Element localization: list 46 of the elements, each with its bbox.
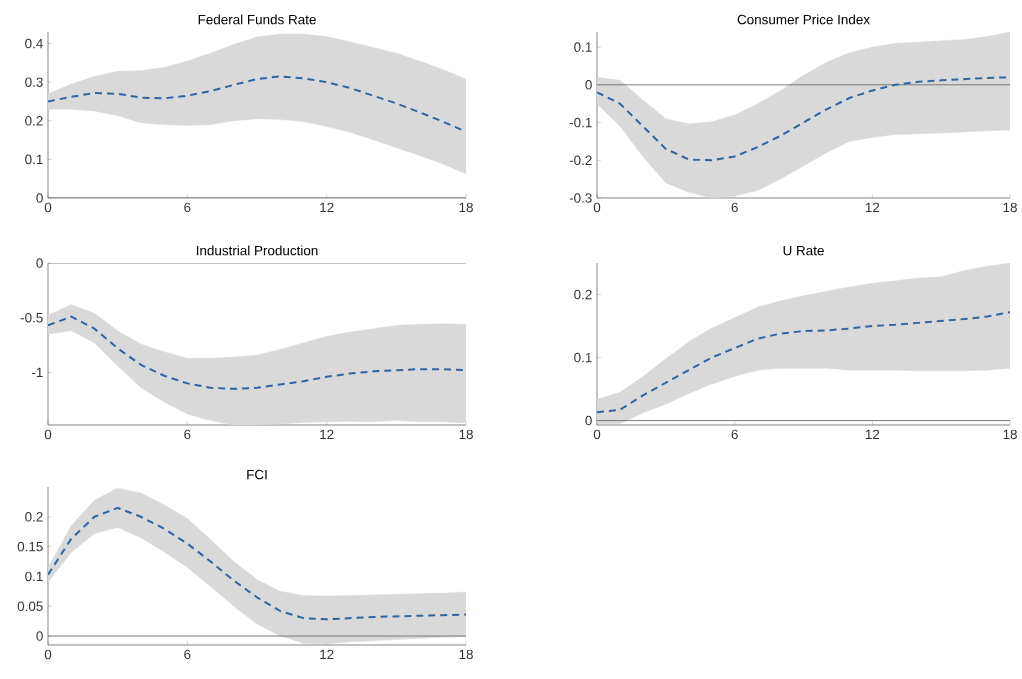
y-tick-label: -1 <box>31 367 43 378</box>
x-tick-label: 12 <box>320 429 334 440</box>
x-tick-label: 0 <box>593 202 601 213</box>
x-tick-label: 12 <box>320 649 334 660</box>
y-tick-label: 0.4 <box>25 38 43 49</box>
x-tick-label: 18 <box>1003 202 1017 213</box>
y-tick-label: 0 <box>36 193 43 203</box>
y-tick-label: 0.1 <box>25 154 43 165</box>
y-tick-label: 0 <box>36 631 43 641</box>
x-tick-label: 12 <box>865 202 880 213</box>
x-tick-label: 6 <box>731 429 738 440</box>
x-tick-label: 18 <box>459 429 473 440</box>
y-tick-label: -0.2 <box>569 155 592 166</box>
x-tick-label: 18 <box>459 649 473 660</box>
y-tick-label: 0.15 <box>17 541 43 552</box>
x-tick-label: 0 <box>44 649 52 660</box>
x-tick-label: 12 <box>865 429 880 440</box>
x-tick-label: 0 <box>44 202 52 213</box>
y-tick-label: 0.1 <box>574 42 592 52</box>
x-tick-label: 0 <box>593 429 601 440</box>
x-tick-label: 18 <box>1003 429 1017 440</box>
y-tick-label: 0.2 <box>25 512 43 522</box>
x-tick-label: 6 <box>184 429 191 440</box>
y-tick-label: 0.2 <box>25 116 43 126</box>
x-tick-label: 12 <box>320 202 334 213</box>
chart-title: Consumer Price Index <box>737 14 870 25</box>
y-tick-label: 0.05 <box>17 601 43 611</box>
y-tick-label: 0 <box>585 415 592 426</box>
x-tick-label: 6 <box>184 649 191 660</box>
x-tick-label: 0 <box>44 429 52 440</box>
y-tick-label: 0 <box>585 80 592 90</box>
y-tick-label: 0.2 <box>574 289 592 300</box>
y-tick-label: 0.3 <box>25 77 43 87</box>
y-tick-label: 0.1 <box>574 352 592 363</box>
x-tick-label: 18 <box>459 202 473 213</box>
y-tick-label: 0 <box>36 258 43 268</box>
y-tick-label: -0.5 <box>20 312 43 323</box>
y-tick-label: 0.1 <box>25 571 43 582</box>
y-tick-label: -0.1 <box>569 117 592 128</box>
chart-title: Industrial Production <box>196 245 318 256</box>
chart-title: U Rate <box>783 245 824 256</box>
chart-title: FCI <box>247 469 267 480</box>
x-tick-label: 6 <box>184 202 191 213</box>
chart-title: Federal Funds Rate <box>198 14 316 25</box>
y-tick-label: -0.3 <box>569 193 592 203</box>
x-tick-label: 6 <box>731 202 738 213</box>
